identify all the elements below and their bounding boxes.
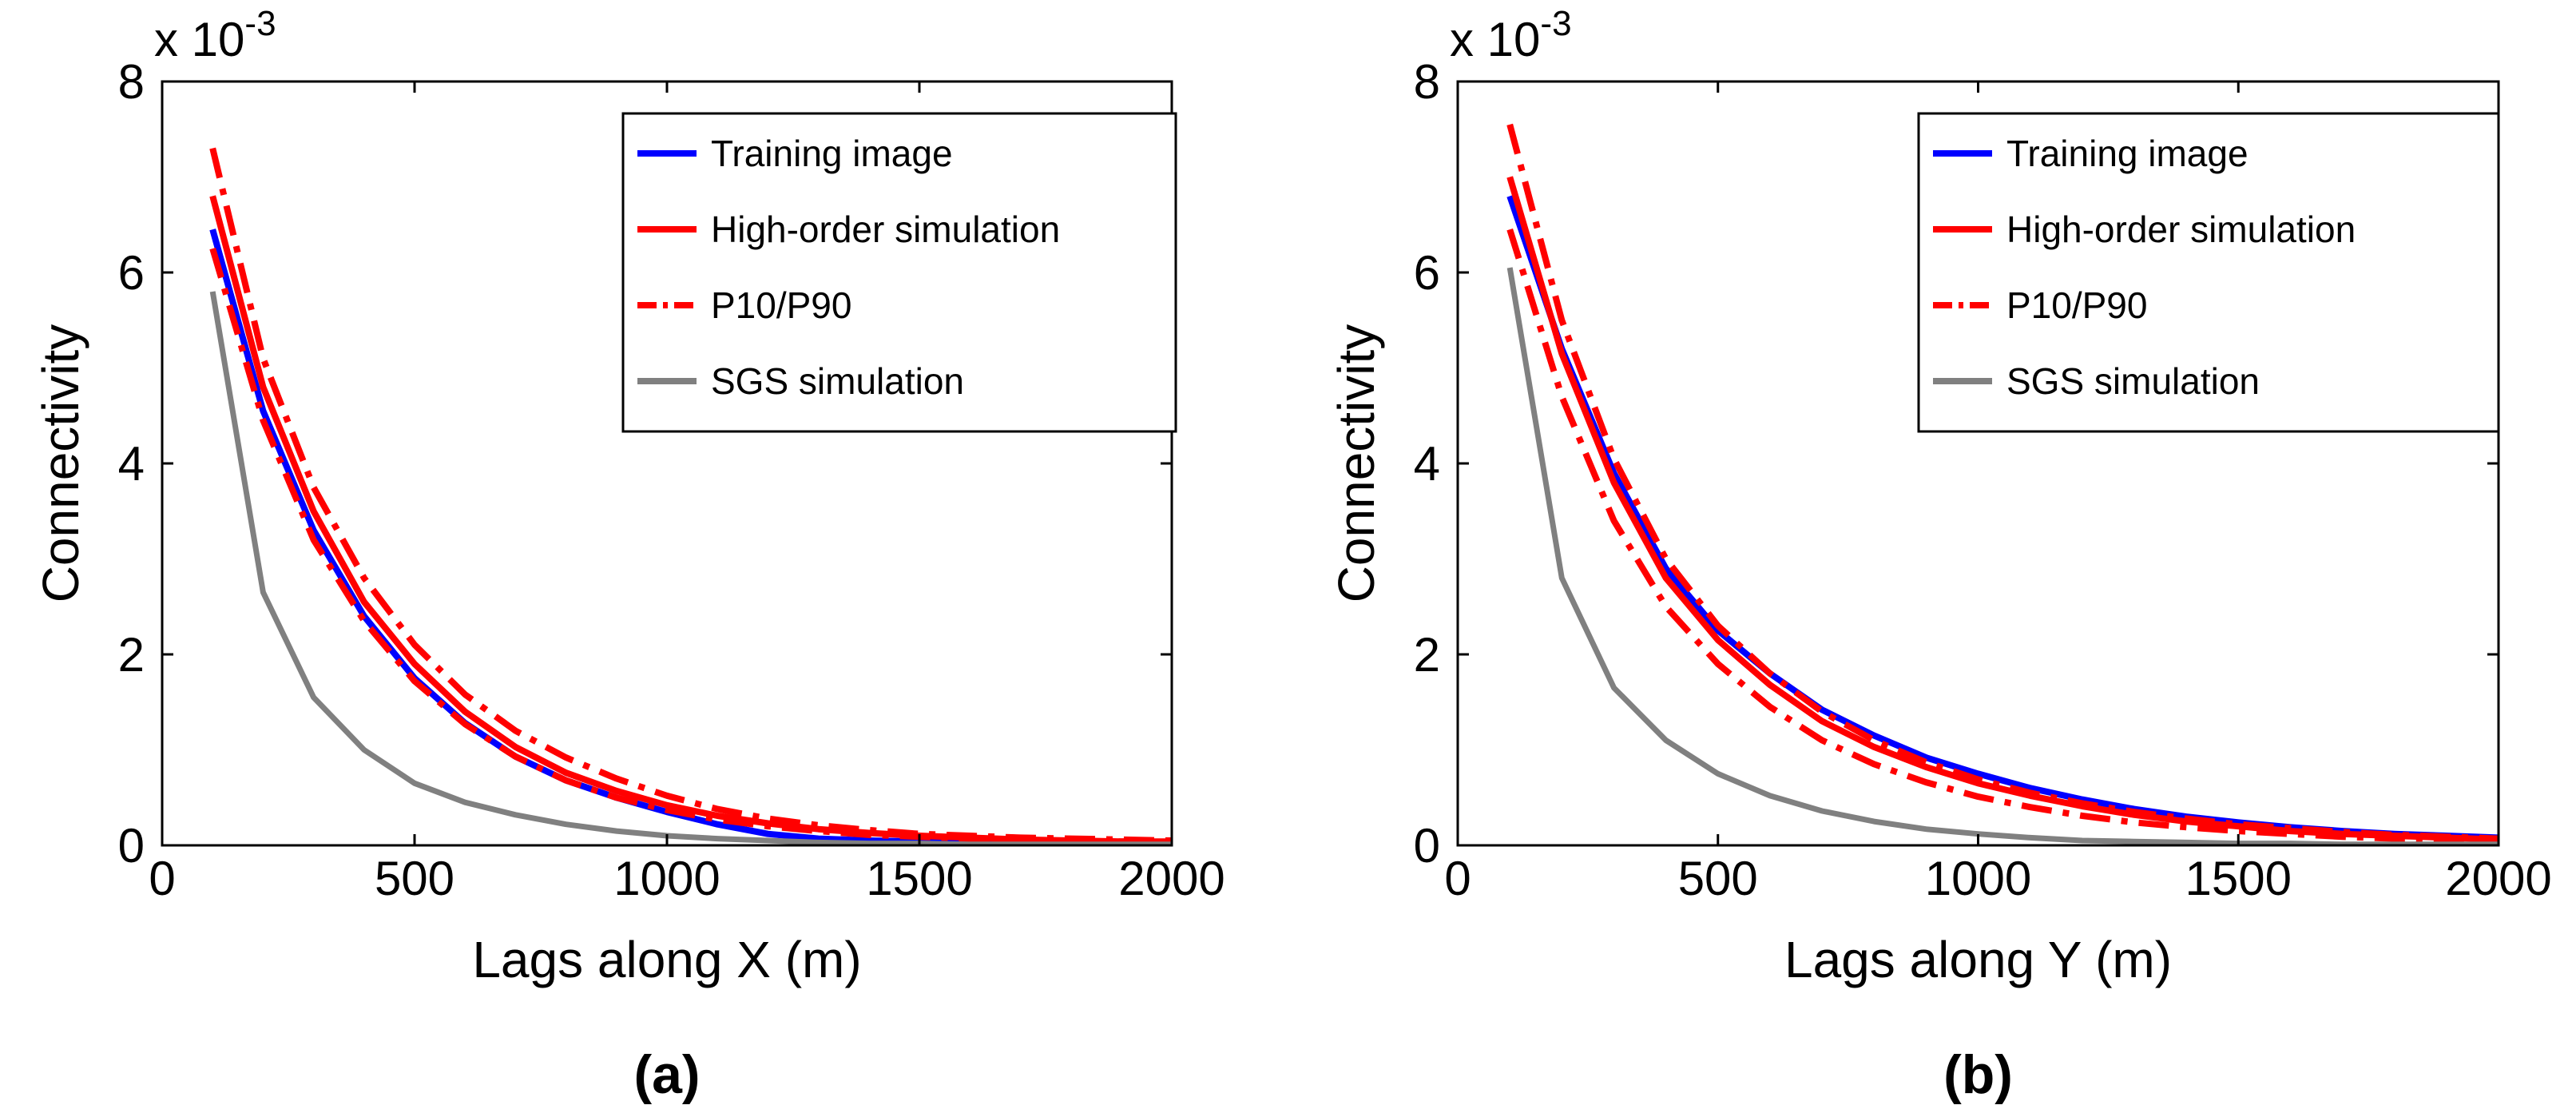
legend: Training image High-order simulation P10/P… bbox=[1917, 112, 2500, 433]
legend-label-training: Training image bbox=[2006, 133, 2249, 174]
legend-label-p10p90: P10/P90 bbox=[711, 284, 851, 326]
x-tick-label: 1000 bbox=[613, 852, 720, 905]
x-tick-label: 0 bbox=[149, 852, 175, 905]
y-tick-label: 8 bbox=[1414, 55, 1440, 109]
y-multiplier-exponent: -3 bbox=[1540, 4, 1571, 43]
y-tick-label: 6 bbox=[1414, 246, 1440, 300]
y-axis-label: Connectivity bbox=[1328, 324, 1385, 603]
y-tick-label: 2 bbox=[118, 628, 145, 682]
legend-label-sgs: SGS simulation bbox=[711, 360, 964, 402]
x-tick-label: 500 bbox=[1678, 852, 1758, 905]
y-tick-label: 4 bbox=[118, 437, 145, 491]
x-axis-label: Lags along X (m) bbox=[472, 931, 861, 988]
legend-label-high_order: High-order simulation bbox=[711, 209, 1060, 250]
series-group bbox=[209, 147, 1172, 845]
x-tick-label: 2000 bbox=[1118, 852, 1224, 905]
y-multiplier: x 10-3 bbox=[1450, 4, 1572, 66]
legend-label-training: Training image bbox=[711, 133, 953, 174]
y-tick-label: 0 bbox=[1414, 819, 1440, 873]
legend-box bbox=[621, 112, 1177, 433]
legend: Training image High-order simulation P10/P… bbox=[621, 112, 1177, 433]
y-tick-label: 6 bbox=[118, 246, 145, 300]
y-tick-label: 4 bbox=[1414, 437, 1440, 491]
series-line-p10p90-3 bbox=[1506, 229, 2499, 844]
panel-label: (a) bbox=[633, 1044, 700, 1105]
y-multiplier-base: x 10 bbox=[1450, 13, 1540, 66]
chart-panel-b: 0 500 1000 1500 2000 0 2 4 6 8x 10-3 Lags along Y … bbox=[1328, 4, 2552, 1105]
series-line-p10p90-3 bbox=[209, 247, 1172, 845]
x-tick-label: 2000 bbox=[2445, 852, 2551, 905]
legend-label-p10p90: P10/P90 bbox=[2006, 284, 2147, 326]
x-tick-label: 0 bbox=[1444, 852, 1471, 905]
panel-label: (b) bbox=[1943, 1044, 2013, 1105]
x-tick-label: 500 bbox=[375, 852, 454, 905]
series-line-p10p90-2 bbox=[209, 147, 1172, 844]
x-tick-label: 1500 bbox=[866, 852, 972, 905]
y-tick-label: 0 bbox=[118, 819, 145, 873]
y-axis-label: Connectivity bbox=[32, 324, 89, 603]
y-multiplier-base: x 10 bbox=[154, 13, 244, 66]
legend-box bbox=[1917, 112, 2500, 433]
chart-panel-a: 0 500 1000 1500 2000 0 2 4 6 8x 10-3 Lags along X … bbox=[32, 4, 1225, 1105]
legend-label-high_order: High-order simulation bbox=[2006, 209, 2356, 250]
legend-label-sgs: SGS simulation bbox=[2006, 360, 2260, 402]
y-tick-label: 8 bbox=[118, 55, 145, 109]
y-multiplier: x 10-3 bbox=[154, 4, 276, 66]
y-multiplier-exponent: -3 bbox=[244, 4, 276, 43]
x-axis-label: Lags along Y (m) bbox=[1784, 931, 2172, 988]
x-tick-label: 1500 bbox=[2185, 852, 2292, 905]
x-tick-label: 1000 bbox=[1925, 852, 2031, 905]
series-line-p10p90-2 bbox=[1506, 123, 2499, 842]
y-tick-label: 2 bbox=[1414, 628, 1440, 682]
